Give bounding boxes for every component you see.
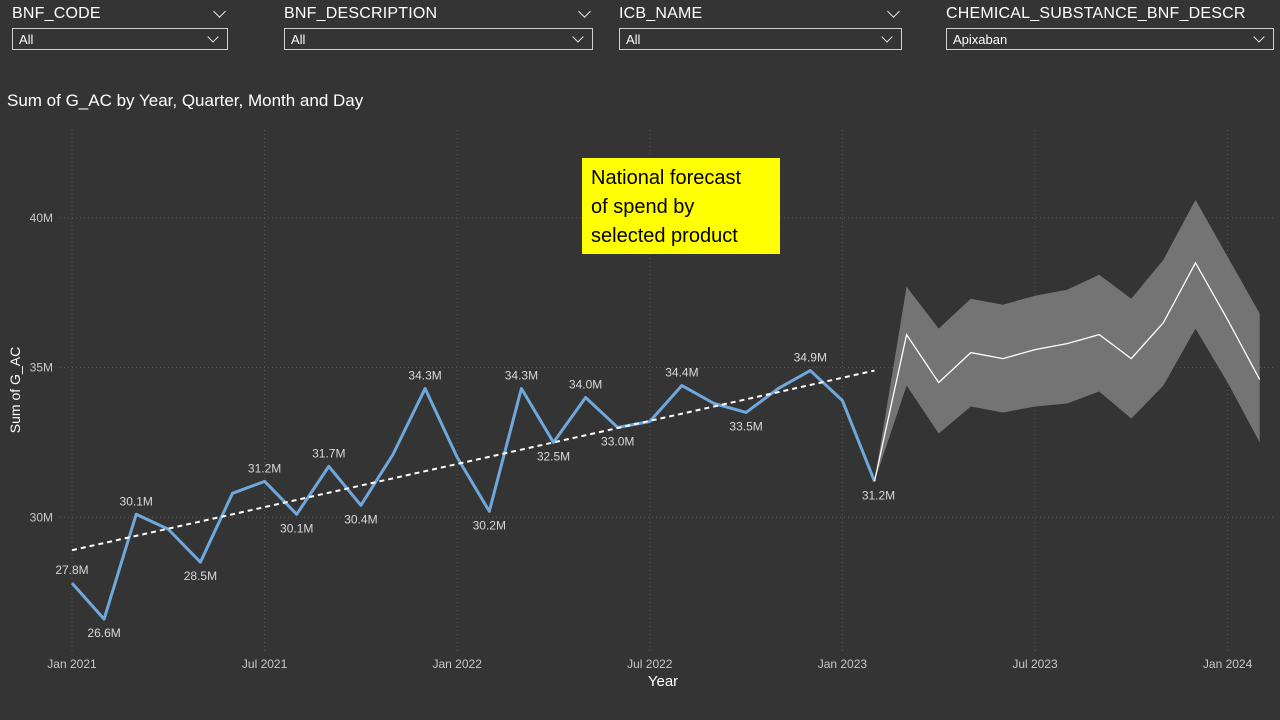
data-label: 31.2M <box>248 461 281 475</box>
forecast-line <box>873 261 1261 482</box>
data-label: 30.1M <box>120 494 153 508</box>
filter-icb-name: ICB_NAME All <box>619 0 902 50</box>
data-label: 30.2M <box>473 518 506 532</box>
y-tick-label: 35M <box>30 361 53 375</box>
filter-dropdown[interactable]: All <box>619 28 902 50</box>
forecast-note: National forecast of spend by selected p… <box>582 158 780 254</box>
trend-line <box>71 369 875 552</box>
filter-title: BNF_DESCRIPTION <box>284 5 438 22</box>
filter-value: Apixaban <box>953 31 1008 47</box>
filter-chemical-substance: CHEMICAL_SUBSTANCE_BNF_DESCR Apixaban <box>946 0 1274 50</box>
y-tick-label: 30M <box>30 510 53 524</box>
data-label: 34.4M <box>665 366 698 380</box>
data-label: 26.6M <box>87 626 120 640</box>
data-label: 34.3M <box>408 369 441 383</box>
data-label: 27.8M <box>55 563 88 577</box>
filter-dropdown[interactable]: All <box>12 28 228 50</box>
x-tick-label: Jul 2022 <box>627 657 673 671</box>
x-tick-label: Jan 2022 <box>433 657 483 671</box>
filter-header[interactable]: BNF_DESCRIPTION <box>284 0 593 28</box>
filter-dropdown[interactable]: All <box>284 28 593 50</box>
data-labels: 27.8M 26.6M 30.1M 28.5M 31.2M 30.1M 31.7M 30.4M… <box>55 351 895 640</box>
filter-header[interactable]: BNF_CODE <box>12 0 228 28</box>
actual-line <box>70 369 876 621</box>
filter-title: BNF_CODE <box>12 5 101 22</box>
series-lines <box>70 261 1261 621</box>
x-tick-label: Jul 2021 <box>242 657 288 671</box>
x-tick-label: Jul 2023 <box>1012 657 1058 671</box>
forecast-band <box>874 199 1260 482</box>
filter-bnf-code: BNF_CODE All <box>12 0 228 50</box>
note-line: of spend by <box>591 196 695 218</box>
filter-header[interactable]: CHEMICAL_SUBSTANCE_BNF_DESCR <box>946 0 1274 28</box>
data-label: 33.0M <box>601 434 634 448</box>
filter-value: All <box>19 31 34 47</box>
axes: 30M 35M 40M Jan 2021 Jul 2021 Jan 2022 Jul 202… <box>7 211 1253 690</box>
data-label: 31.7M <box>312 446 345 460</box>
data-label: 30.1M <box>280 521 313 535</box>
filter-title: CHEMICAL_SUBSTANCE_BNF_DESCR <box>946 5 1246 22</box>
x-axis-title: Year <box>648 673 678 690</box>
data-label: 30.4M <box>344 512 377 526</box>
data-label: 31.2M <box>862 488 895 502</box>
chart-title: Sum of G_AC by Year, Quarter, Month and … <box>7 91 364 110</box>
x-tick-label: Jan 2024 <box>1203 657 1253 671</box>
note-line: National forecast <box>591 167 742 189</box>
note-line: selected product <box>591 225 738 247</box>
filter-bnf-description: BNF_DESCRIPTION All <box>284 0 593 50</box>
y-axis-title: Sum of G_AC <box>7 347 23 433</box>
x-tick-label: Jan 2023 <box>818 657 868 671</box>
y-tick-label: 40M <box>30 211 53 225</box>
filter-value: All <box>626 31 641 47</box>
data-label: 32.5M <box>537 449 570 463</box>
data-label: 34.3M <box>505 369 538 383</box>
filter-header[interactable]: ICB_NAME <box>619 0 902 28</box>
data-label: 34.0M <box>569 378 602 392</box>
filter-title: ICB_NAME <box>619 5 703 22</box>
forecast-confidence-band <box>874 199 1260 482</box>
data-label: 34.9M <box>794 351 827 365</box>
data-label: 33.5M <box>729 419 762 433</box>
x-tick-label: Jan 2021 <box>47 657 97 671</box>
filter-dropdown[interactable]: Apixaban <box>946 28 1274 50</box>
filter-value: All <box>291 31 306 47</box>
data-label: 28.5M <box>184 569 217 583</box>
